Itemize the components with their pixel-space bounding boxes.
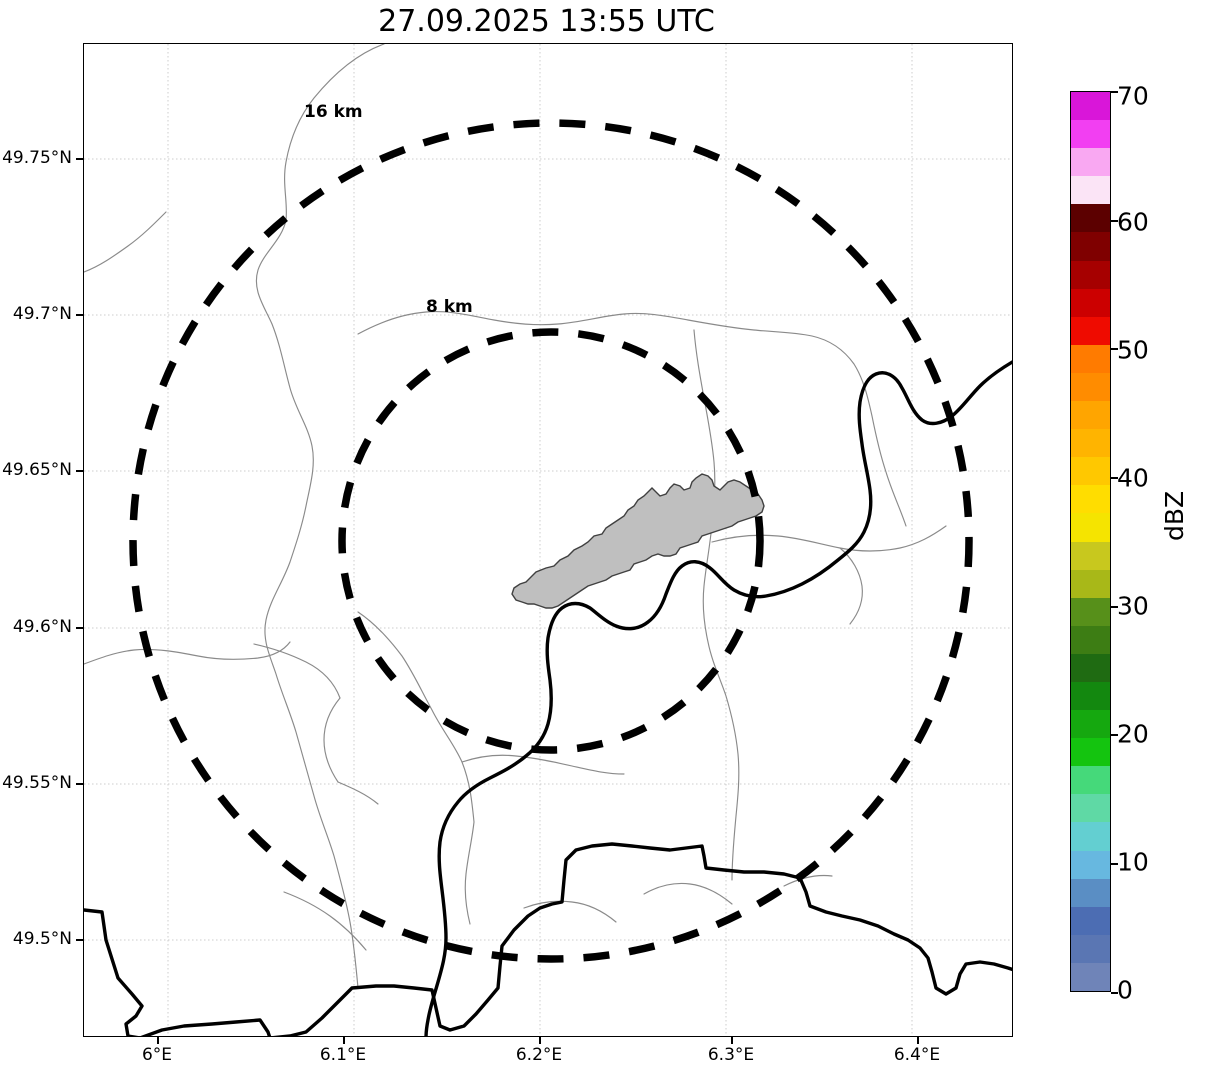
colorbar-band	[1071, 288, 1110, 317]
colorbar-band	[1071, 541, 1110, 570]
colorbar-band	[1071, 653, 1110, 682]
xtick-label-6-4: 6.4°E	[893, 1045, 941, 1065]
national-borders	[84, 842, 1012, 1036]
colorbar-tick-mark	[1111, 477, 1118, 479]
colorbar-band	[1071, 934, 1110, 963]
colorbar-tick-mark	[1111, 91, 1118, 93]
ytick-mark	[76, 470, 83, 472]
colorbar-band	[1071, 681, 1110, 711]
colorbar-tick-mark	[1111, 348, 1118, 350]
ytick-label-49-6: 49.6°N	[12, 617, 72, 637]
colorbar-band	[1071, 401, 1110, 430]
xtick-mark	[157, 1037, 159, 1044]
xtick-label-6: 6°E	[141, 1045, 173, 1065]
colorbar-band	[1071, 625, 1110, 654]
colorbar-tick-mark	[1111, 992, 1118, 994]
colorbar-band	[1071, 457, 1110, 486]
ytick-label-49-65: 49.65°N	[2, 460, 72, 480]
colorbar-band	[1071, 906, 1110, 935]
colorbar-band	[1071, 148, 1110, 177]
colorbar-tick-label-10: 10	[1117, 847, 1149, 877]
ytick-mark	[76, 627, 83, 629]
colorbar-tick-mark	[1111, 734, 1118, 736]
range-ring-8km	[338, 328, 764, 754]
xtick-label-6-3: 6.3°E	[707, 1045, 755, 1065]
xtick-label-6-2: 6.2°E	[515, 1045, 563, 1065]
colorbar-band	[1071, 878, 1110, 907]
colorbar-band	[1071, 92, 1110, 121]
colorbar-band	[1071, 513, 1110, 542]
ytick-label-49-5: 49.5°N	[12, 929, 72, 949]
colorbar-band	[1071, 710, 1110, 739]
colorbar[interactable]	[1070, 91, 1111, 992]
colorbar-band	[1071, 316, 1110, 345]
gridlines	[84, 44, 1012, 1036]
moselle-river-border	[424, 360, 1012, 1036]
xtick-mark	[731, 1037, 733, 1044]
range-ring-label-16km: 16 km	[304, 102, 363, 122]
ytick-label-49-55: 49.55°N	[2, 773, 72, 793]
colorbar-band	[1071, 372, 1110, 402]
ytick-mark	[76, 783, 83, 785]
colorbar-band	[1071, 822, 1110, 851]
colorbar-band	[1071, 120, 1110, 149]
colorbar-tick-mark	[1111, 220, 1118, 222]
map-axes[interactable]	[83, 43, 1013, 1037]
colorbar-band	[1071, 850, 1110, 879]
colorbar-tick-label-0: 0	[1117, 975, 1133, 1005]
colorbar-band	[1071, 232, 1110, 261]
colorbar-band	[1071, 738, 1110, 767]
ytick-mark	[76, 939, 83, 941]
colorbar-tick-label-70: 70	[1117, 81, 1149, 111]
colorbar-band	[1071, 569, 1110, 598]
ytick-mark	[76, 314, 83, 316]
city-area-polygon	[511, 473, 765, 609]
colorbar-band	[1071, 794, 1110, 823]
range-ring-16km	[129, 119, 973, 963]
colorbar-band	[1071, 485, 1110, 514]
range-rings	[129, 119, 973, 963]
admin-boundaries	[84, 44, 947, 989]
colorbar-tick-mark	[1111, 863, 1118, 865]
xtick-mark	[343, 1037, 345, 1044]
colorbar-tick-mark	[1111, 606, 1118, 608]
colorbar-band	[1071, 962, 1110, 991]
colorbar-tick-label-50: 50	[1117, 335, 1149, 365]
colorbar-tick-label-40: 40	[1117, 463, 1149, 493]
xtick-mark	[539, 1037, 541, 1044]
colorbar-tick-label-20: 20	[1117, 719, 1149, 749]
xtick-mark	[917, 1037, 919, 1044]
range-ring-label-8km: 8 km	[426, 297, 473, 317]
figure-title: 27.09.2025 13:55 UTC	[378, 4, 715, 39]
map-canvas	[84, 44, 1012, 1036]
ytick-label-49-75: 49.75°N	[2, 148, 72, 168]
ytick-mark	[76, 158, 83, 160]
xtick-label-6-1: 6.1°E	[319, 1045, 367, 1065]
colorbar-band	[1071, 429, 1110, 458]
colorbar-band	[1071, 597, 1110, 626]
colorbar-tick-label-30: 30	[1117, 591, 1149, 621]
colorbar-band	[1071, 260, 1110, 289]
colorbar-band	[1071, 204, 1110, 233]
colorbar-tick-label-60: 60	[1117, 207, 1149, 237]
colorbar-band	[1071, 176, 1110, 205]
ytick-label-49-7: 49.7°N	[12, 304, 72, 324]
colorbar-axis-label: dBZ	[1160, 490, 1189, 541]
colorbar-band	[1071, 344, 1110, 373]
colorbar-band	[1071, 766, 1110, 795]
